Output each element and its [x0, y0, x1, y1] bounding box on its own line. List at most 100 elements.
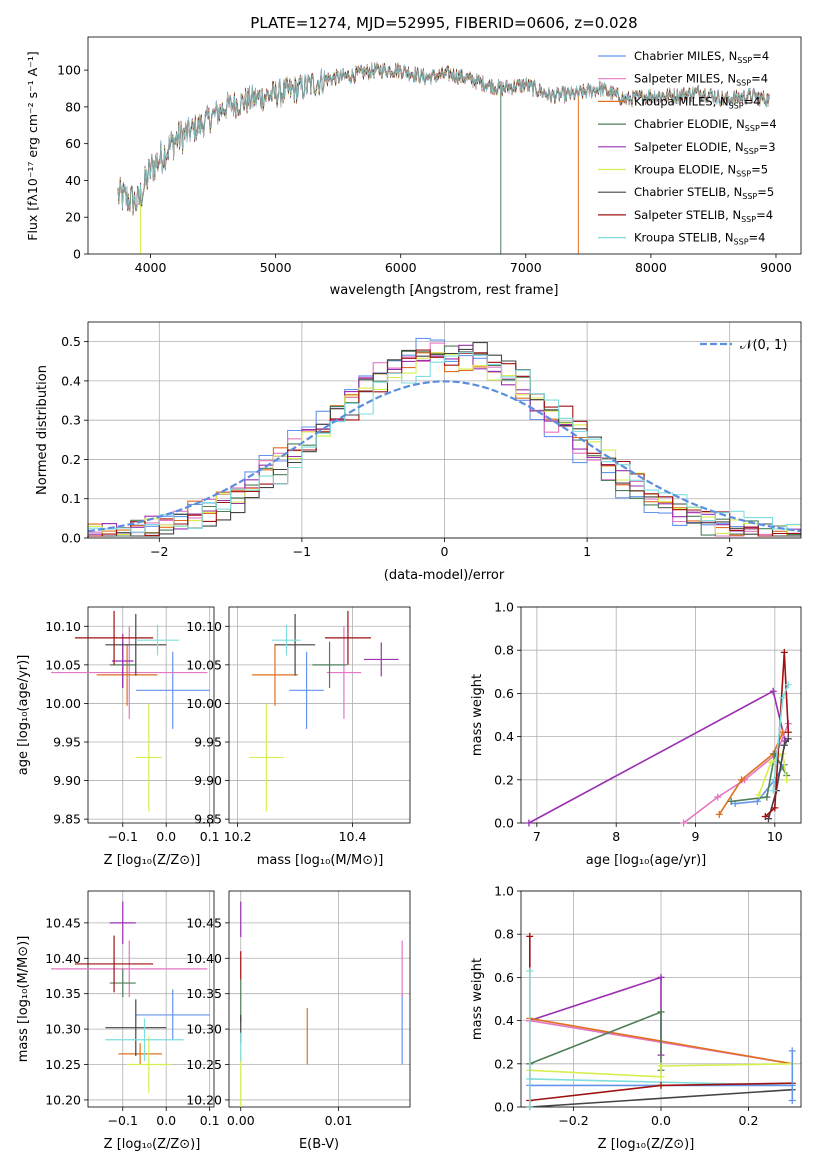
mass-age-panel: 10.2 10.4 9.85 9.90 9.95 10.00 10.05 10.10	[186, 606, 411, 844]
weight-marker	[784, 728, 792, 736]
y-tick-label: 0.0	[494, 1100, 514, 1115]
axes-frame	[87, 36, 802, 255]
z-mass-points	[51, 901, 210, 1093]
x-tick-label: 8000	[635, 260, 667, 275]
y-tick-label: 1.0	[494, 884, 514, 899]
weight-marker	[761, 813, 769, 821]
x-tick-label: 4000	[135, 260, 167, 275]
mass-age-axes: 10.2 10.4 9.85 9.90 9.95 10.00 10.05 10.10	[186, 606, 411, 844]
x-tick-label: 0.1	[200, 829, 220, 844]
ebv-mass-gridlines	[229, 891, 410, 1107]
y-tick-label: 10.10	[45, 619, 81, 634]
residual-ylabel: Normed distribution	[35, 365, 50, 495]
z-age-panel: −0.1 0.0 0.1 9.85 9.90 9.95 10.00 10.05 10.10	[45, 606, 220, 844]
y-tick-label: 0.4	[61, 373, 81, 388]
y-tick-label: 0.1	[61, 491, 81, 506]
y-tick-label: 10.05	[45, 657, 81, 672]
weight-marker	[657, 1073, 665, 1081]
weight-marker	[753, 797, 761, 805]
age-weight-xlabel: age [log₁₀(age/yr)]	[586, 853, 707, 868]
weight-line	[529, 1088, 793, 1108]
ebv-mass-axes: 0.00 0.01 10.20 10.25 10.30 10.35 10.40 10.45	[186, 890, 411, 1128]
weight-marker	[657, 973, 665, 981]
y-tick-label: 0.8	[494, 643, 514, 658]
weight-marker	[780, 648, 788, 656]
age-weight-ylabel: mass weight	[470, 674, 485, 756]
residual-xlabel: (data-model)/error	[384, 568, 505, 583]
x-tick-label: 1	[583, 544, 591, 559]
legend-entry: Kroupa STELIB, NSSP=4	[634, 231, 765, 247]
legend-entry: Chabrier STELIB, NSSP=5	[634, 185, 774, 201]
x-tick-label: −1	[293, 544, 311, 559]
normal-curve	[87, 380, 802, 533]
y-tick-label: 0.3	[61, 413, 81, 428]
y-tick-label: 0.6	[494, 970, 514, 985]
x-tick-label: −0.1	[108, 1113, 138, 1128]
residual-histogram	[87, 351, 801, 538]
weight-line	[767, 738, 789, 819]
weight-marker	[755, 791, 763, 799]
x-tick-label: 0.1	[200, 1113, 220, 1128]
spectrum-xlabel: wavelength [Angstrom, rest frame]	[330, 283, 559, 298]
y-tick-label: 9.85	[53, 812, 81, 827]
z-age-points	[51, 610, 210, 812]
y-tick-label: 0.5	[61, 334, 81, 349]
x-tick-label: 6000	[385, 260, 417, 275]
y-tick-label: 1.0	[494, 600, 514, 615]
mass-age-xlabel: mass [log₁₀(M/M⊙)]	[257, 853, 384, 868]
y-tick-label: 10.35	[45, 986, 81, 1001]
spectrum-line	[117, 61, 770, 212]
y-tick-label: 10.30	[186, 1022, 222, 1037]
weight-marker	[526, 967, 534, 975]
y-tick-label: 10.00	[45, 696, 81, 711]
y-tick-label: 0.0	[61, 531, 81, 546]
weight-marker	[780, 741, 788, 749]
weight-line	[529, 1063, 793, 1078]
x-tick-label: 10.4	[339, 829, 367, 844]
ebv-mass-panel: 0.00 0.01 10.20 10.25 10.30 10.35 10.40 10.45	[186, 890, 411, 1128]
age-weight-series	[525, 648, 792, 827]
y-tick-label: 10.45	[186, 915, 222, 930]
weight-marker	[788, 1097, 796, 1105]
x-tick-label: −0.2	[558, 1113, 588, 1128]
x-tick-label: 0.0	[651, 1113, 671, 1128]
x-tick-label: 0.00	[227, 1113, 255, 1128]
y-tick-label: 10.20	[45, 1092, 81, 1107]
x-tick-label: −0.1	[108, 829, 138, 844]
z-mass-ylabel: mass [log₁₀(M/M⊙)]	[16, 936, 31, 1063]
z-age-ylabel: age [log₁₀(age/yr)]	[16, 655, 31, 776]
weight-marker	[769, 687, 777, 695]
x-tick-label: 5000	[260, 260, 292, 275]
spectrum-panel: 4000 5000 6000 7000 8000 9000 0 20 40 60 80 100 Cha…	[57, 36, 802, 275]
z-age-xlabel: Z [log₁₀(Z/Z⊙)]	[104, 853, 201, 868]
weight-marker	[727, 797, 735, 805]
spectrum-axes: 4000 5000 6000 7000 8000 9000 0 20 40 60 80 100	[57, 36, 802, 275]
y-tick-label: 9.90	[53, 773, 81, 788]
y-tick-label: 10.20	[186, 1092, 222, 1107]
x-tick-label: 10	[767, 829, 783, 844]
y-tick-label: 0.4	[494, 729, 514, 744]
z-weight-xlabel: Z [log₁₀(Z/Z⊙)]	[598, 1137, 695, 1152]
weight-marker	[525, 819, 533, 827]
x-tick-label: 0	[441, 544, 449, 559]
x-tick-label: 0.0	[156, 829, 176, 844]
y-tick-label: 10.00	[186, 696, 222, 711]
x-tick-label: 0.2	[739, 1113, 759, 1128]
weight-marker	[526, 1103, 534, 1111]
axes-frame	[520, 606, 802, 824]
weight-marker	[715, 810, 723, 818]
y-tick-label: 9.95	[194, 735, 222, 750]
y-tick-label: 10.10	[186, 619, 222, 634]
weight-marker	[771, 804, 779, 812]
y-tick-label: 20	[65, 210, 81, 225]
y-tick-label: 80	[65, 99, 81, 114]
axes-frame	[87, 606, 215, 824]
age-weight-panel: 7 8 9 10 0.0 0.2 0.4 0.6 0.8 1.0	[494, 600, 802, 844]
y-tick-label: 10.05	[186, 657, 222, 672]
y-tick-label: 10.25	[186, 1057, 222, 1072]
legend-normal: 𝒩(0, 1)	[740, 338, 787, 353]
weight-marker	[657, 1062, 665, 1070]
y-tick-label: 10.40	[45, 951, 81, 966]
weight-marker	[763, 793, 771, 801]
residuals-axes: −2 −1 0 1 2 0.0 0.1 0.2 0.3 0.4 0.5	[61, 321, 802, 559]
